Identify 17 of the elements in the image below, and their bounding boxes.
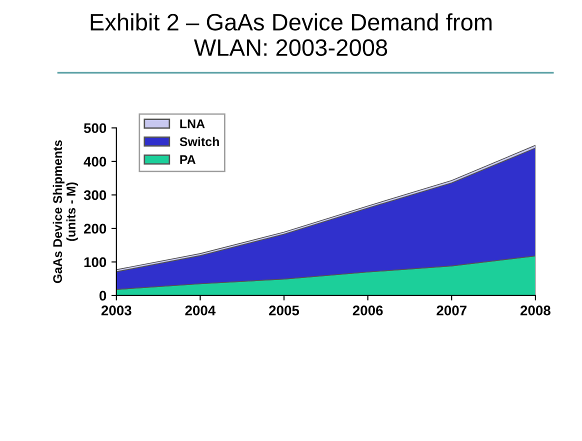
y-tick-label: 500 — [84, 123, 106, 134]
y-axis-title: GaAs Device Shipments (units - M) — [52, 140, 78, 284]
y-tick-label: 0 — [100, 290, 106, 301]
x-tick-label: 2008 — [520, 306, 550, 316]
legend-label: PA — [180, 155, 196, 164]
chart-title: Exhibit 2 – GaAs Device Demand from WLAN: 2003-2008 — [90, 13, 492, 56]
x-tick-label: 2005 — [269, 306, 300, 316]
legend-label: LNA — [180, 119, 205, 128]
y-tick-label: 400 — [84, 156, 106, 167]
y-tick-label: 200 — [84, 224, 106, 234]
y-tick-label: 300 — [84, 190, 106, 200]
x-tick-label: 2004 — [185, 306, 216, 316]
y-tick-label: 100 — [84, 257, 106, 268]
legend-label: Switch — [180, 136, 219, 146]
x-tick-label: 2003 — [101, 306, 132, 316]
x-tick-label: 2006 — [352, 306, 383, 316]
x-tick-label: 2007 — [436, 306, 466, 316]
